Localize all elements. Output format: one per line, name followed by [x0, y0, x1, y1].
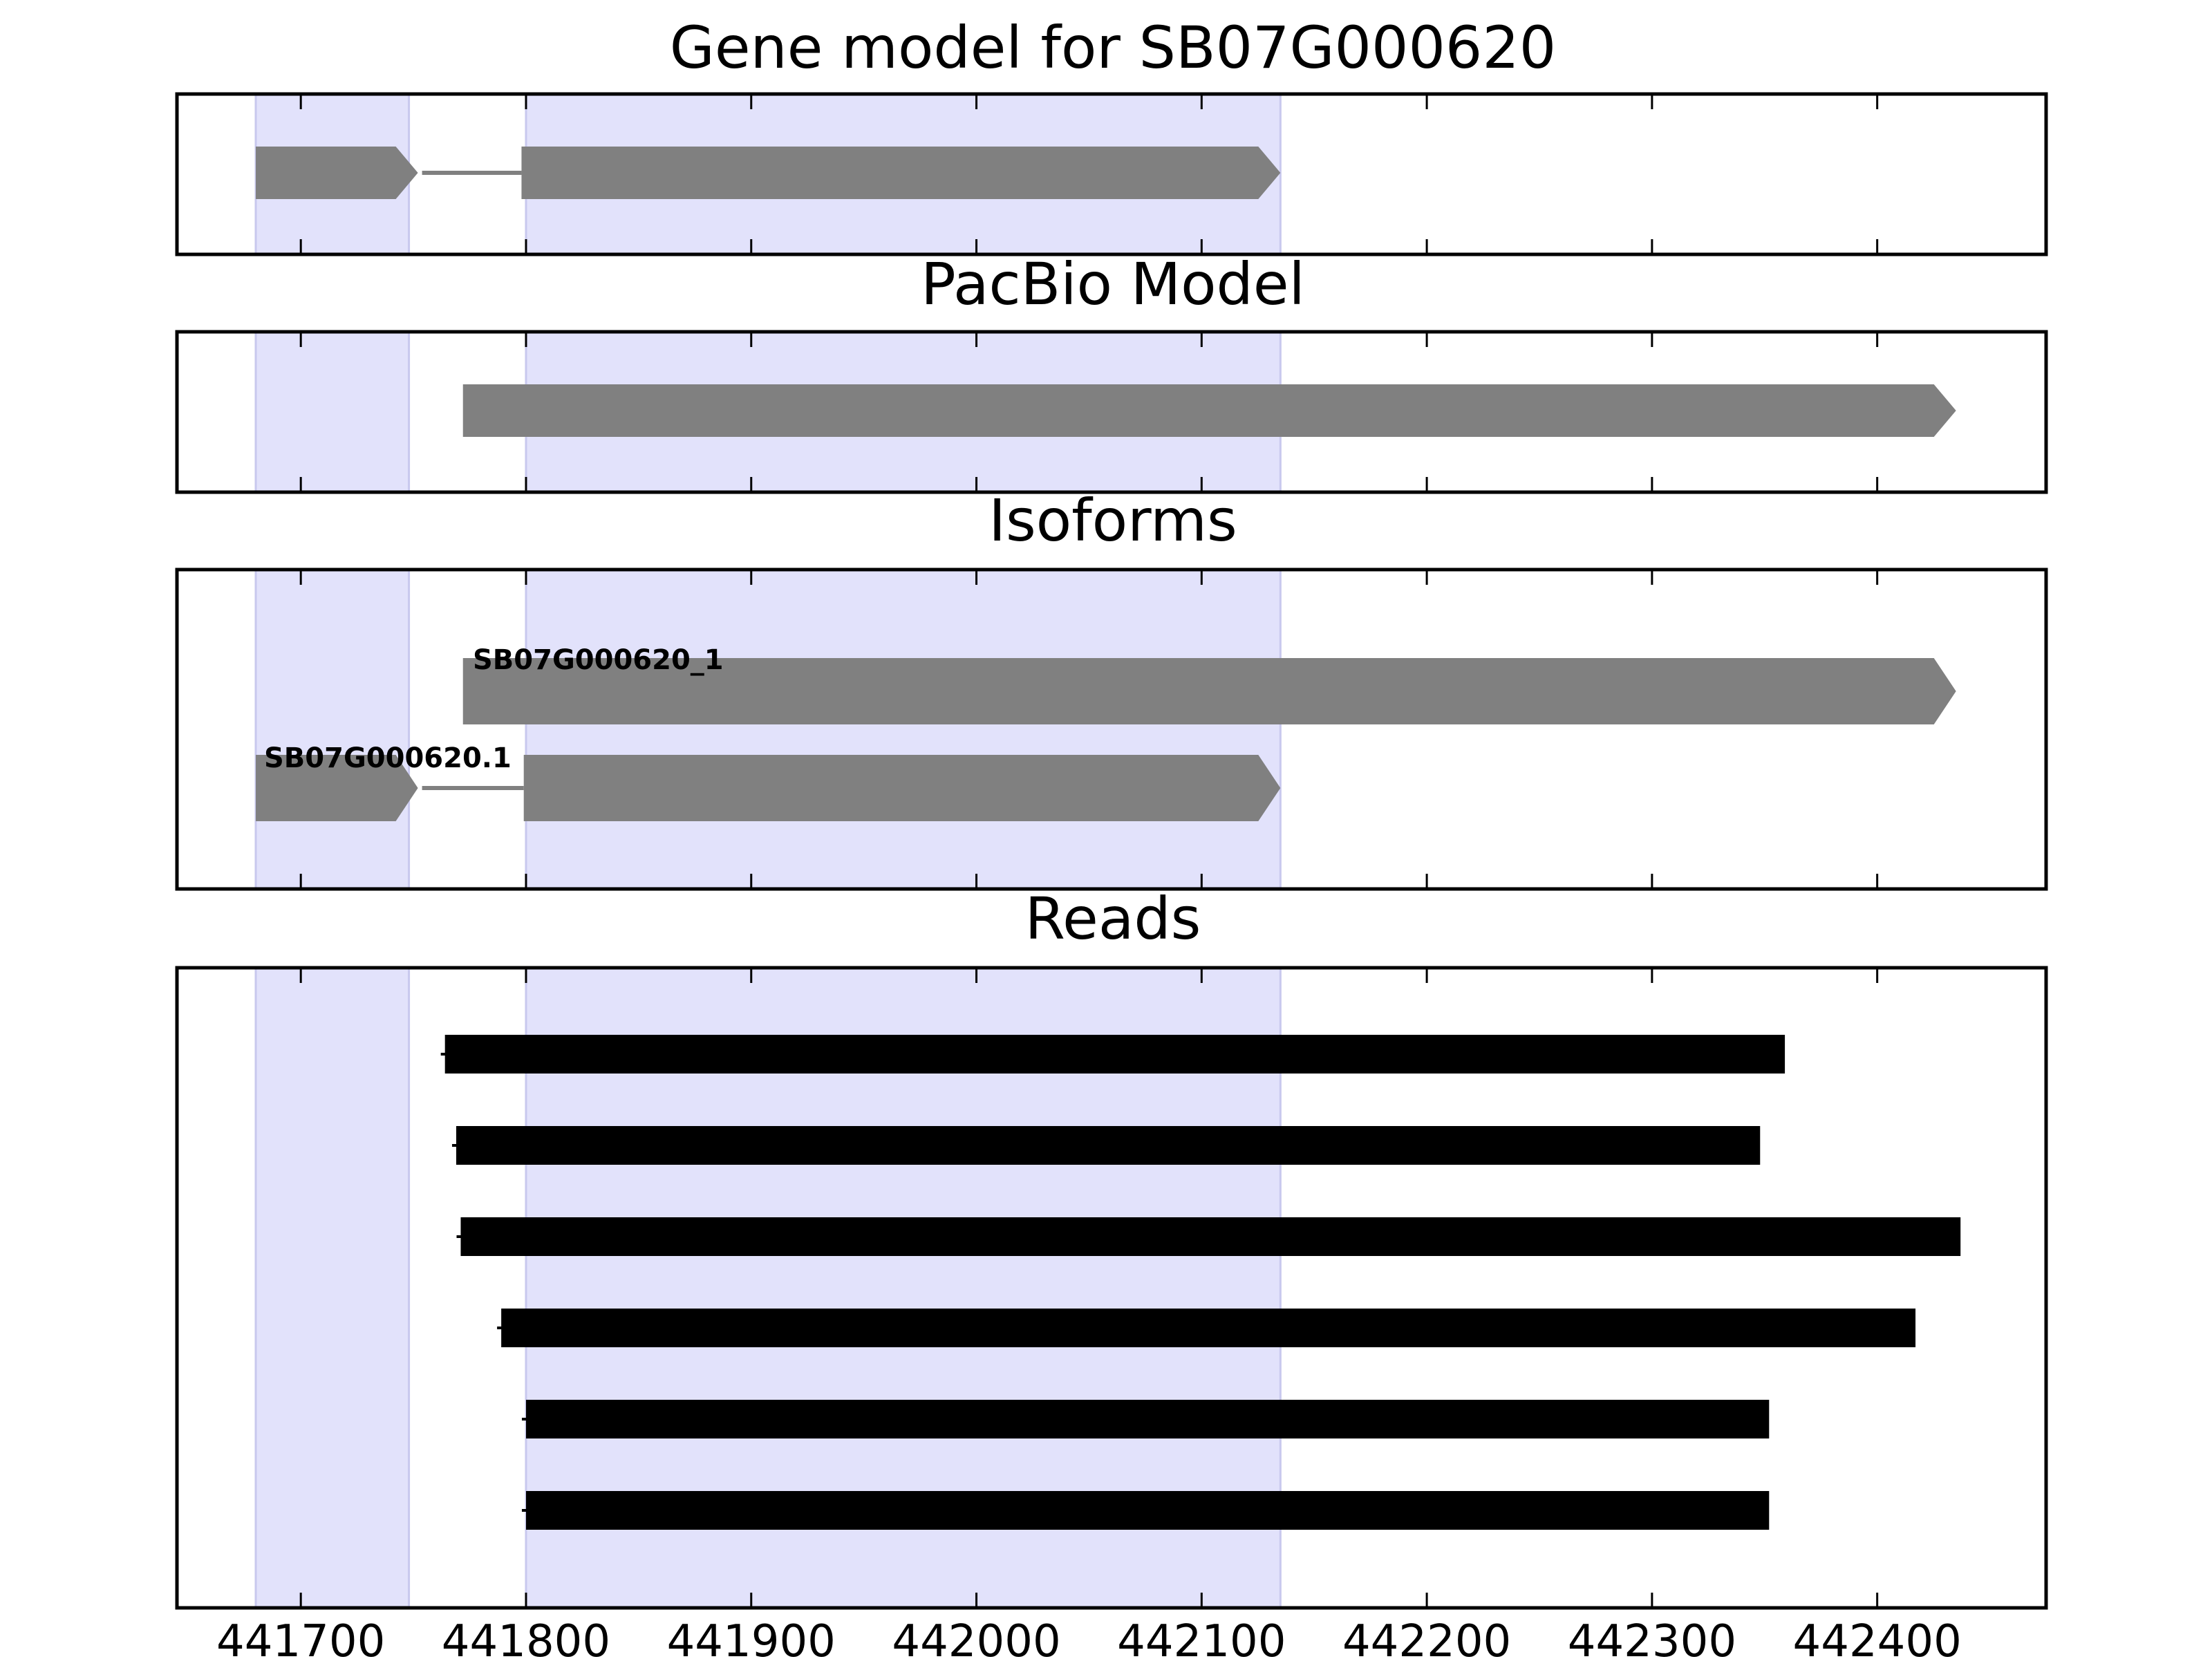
- pacbio-model-features: [462, 384, 1956, 437]
- pacbio-model-ticks: [299, 332, 1879, 492]
- read-bar-6: [525, 1491, 1770, 1530]
- read-bar-5: [525, 1400, 1770, 1438]
- isoforms-ticks: [299, 570, 1879, 889]
- isoforms-frame: [175, 568, 2048, 891]
- read-bar-2: [456, 1126, 1761, 1165]
- reads-ticks: [299, 968, 1879, 1608]
- reads-title: Reads: [1025, 885, 1201, 953]
- x-tick-label-442200: 442200: [1342, 1616, 1511, 1659]
- x-tick-label-442300: 442300: [1568, 1616, 1736, 1659]
- highlight-region-1: [254, 330, 411, 494]
- reads-features: [440, 1035, 1961, 1530]
- highlight-region-1: [254, 568, 411, 890]
- isoforms-highlights: [254, 568, 1282, 890]
- read-bar-3: [460, 1217, 1961, 1256]
- x-tick-label-441700: 441700: [216, 1616, 385, 1659]
- exon-1-1: [256, 147, 418, 199]
- gene-model-frame: [175, 92, 2048, 256]
- gene-model-ticks: [299, 94, 1879, 254]
- reads-frame: [175, 966, 2048, 1610]
- isoform-label-2: SB07G000620.1: [264, 742, 512, 774]
- isoforms-title: Isoforms: [988, 487, 1237, 554]
- isoform-label-1: SB07G000620_1: [473, 644, 724, 676]
- pacbio-model-title: PacBio Model: [921, 250, 1305, 318]
- exon-1-1: [462, 658, 1956, 724]
- x-tick-label-442000: 442000: [892, 1616, 1060, 1659]
- exon-1-2: [521, 147, 1281, 199]
- x-axis-tick-labels: 441700 441800 441900 442000 442100 442200 4423…: [216, 1616, 1962, 1659]
- exon-2-2: [523, 755, 1281, 821]
- isoforms-features: [256, 658, 1956, 821]
- x-tick-label-442100: 442100: [1117, 1616, 1286, 1659]
- gene-model-features: [256, 147, 1281, 199]
- x-tick-label-441900: 441900: [667, 1616, 836, 1659]
- read-bar-1: [444, 1035, 1785, 1074]
- highlight-region-2: [525, 568, 1282, 890]
- x-tick-label-441800: 441800: [442, 1616, 610, 1659]
- highlight-region-1: [254, 966, 411, 1609]
- pacbio-model-frame: [175, 330, 2048, 494]
- exon-2-1: [256, 755, 418, 821]
- x-tick-label-442400: 442400: [1793, 1616, 1962, 1659]
- read-bar-4: [501, 1309, 1916, 1347]
- gene-model-title: Gene model for SB07G000620: [670, 14, 1556, 82]
- exon-1-1: [462, 384, 1956, 437]
